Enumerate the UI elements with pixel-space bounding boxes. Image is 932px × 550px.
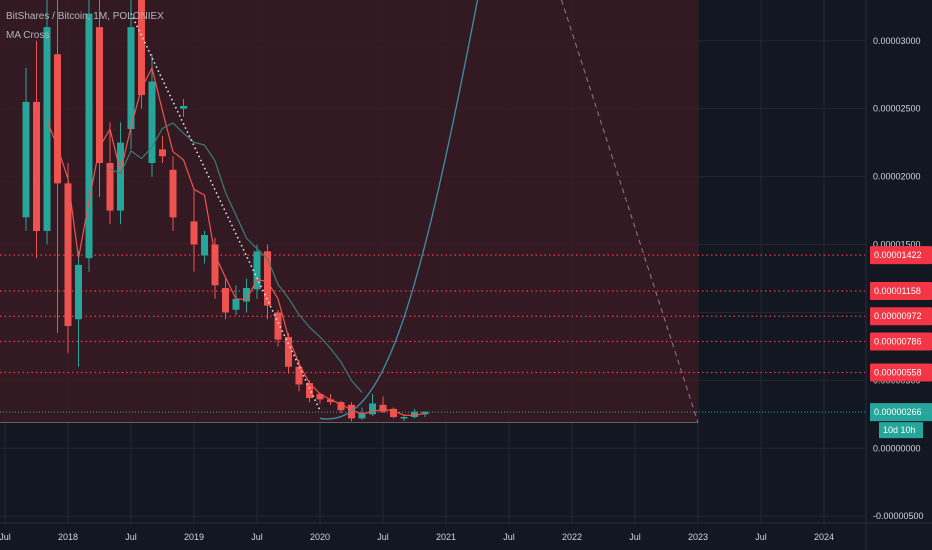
- candle-body: [159, 149, 166, 157]
- candle-body: [379, 404, 387, 412]
- candle-body: [75, 264, 82, 320]
- candle-body: [295, 366, 303, 385]
- ma-fast-line: [46, 66, 426, 416]
- candle-body: [421, 411, 429, 415]
- price-tick-label: 0.00001500: [873, 240, 921, 250]
- countdown-tag: [879, 422, 923, 439]
- level-price-text: 0.00001422: [874, 250, 922, 260]
- candle-body: [96, 27, 103, 164]
- candle-body: [190, 221, 198, 245]
- time-tick-label: 2020: [310, 532, 330, 542]
- candle-body: [274, 312, 282, 340]
- candle-body: [337, 402, 345, 411]
- time-axis: Jul 2018 Jul 2019 Jul 2020 Jul 2021 Jul 2022 Jul 20…: [0, 522, 932, 542]
- candle-body: [222, 287, 229, 313]
- last-price-tag: [870, 403, 932, 422]
- candle-body: [400, 417, 408, 419]
- price-tick-label: 0.00002000: [873, 172, 921, 182]
- level-price-tag: [870, 332, 932, 351]
- ma-slow-line: [109, 122, 363, 393]
- level-price-text: 0.00001158: [874, 286, 921, 296]
- level-price-tag: [870, 363, 932, 382]
- symbol-title[interactable]: BitShares / Bitcoin, 1M, POLONIEX: [6, 11, 164, 22]
- time-tick-label: 2023: [688, 532, 708, 542]
- time-tick-label: 2018: [58, 532, 78, 542]
- time-tick-label: Jul: [503, 532, 515, 542]
- candle-body: [85, 13, 93, 259]
- countdown-text: 10d 10h: [883, 425, 916, 435]
- candle-body: [148, 81, 156, 164]
- dashed-projection-line: [561, 0, 699, 423]
- price-tick-label: 0.00003000: [873, 36, 921, 46]
- candle-body: [138, 0, 145, 96]
- candle-body: [264, 251, 271, 306]
- candle-body: [358, 412, 366, 419]
- level-price-text: 0.00000972: [874, 311, 922, 321]
- candle-body: [43, 27, 51, 231]
- candle-body: [306, 383, 313, 399]
- candle-body: [253, 251, 261, 290]
- level-price-tag: [870, 246, 932, 265]
- time-tick-label: Jul: [0, 532, 11, 542]
- level-price-text: 0.00000786: [874, 337, 922, 347]
- candle-body: [33, 101, 40, 231]
- candle-body: [411, 411, 418, 418]
- time-tick-label: Jul: [125, 532, 137, 542]
- last-price-text: 0.00000266: [874, 407, 922, 417]
- time-tick-label: Jul: [251, 532, 263, 542]
- time-tick-label: Jul: [755, 532, 767, 542]
- time-tick-label: 2022: [562, 532, 582, 542]
- candle-body: [369, 403, 376, 415]
- level-price-tag: [870, 307, 932, 326]
- downtrend-line: [130, 13, 321, 411]
- candle-body: [22, 101, 30, 218]
- price-axis: 0.00003000 0.00002500 0.00002000 0.00001500…: [865, 0, 932, 550]
- time-tick-label: Jul: [629, 532, 641, 542]
- candle-body: [180, 105, 187, 109]
- projection-curve: [319, 0, 479, 420]
- indicator-label[interactable]: MA Cross: [6, 30, 50, 41]
- level-price-tag: [870, 281, 932, 300]
- time-tick-label: 2019: [184, 532, 204, 542]
- shaded-range-zone: [0, 0, 698, 423]
- candle-body: [232, 298, 240, 310]
- candle-body: [106, 163, 114, 211]
- candle-body: [169, 169, 177, 218]
- horizontal-levels: [0, 254, 865, 423]
- drawings: [46, 0, 699, 423]
- price-tick-label: -0.00000500: [873, 511, 924, 521]
- candle-body: [211, 244, 219, 286]
- candle-body: [327, 399, 334, 403]
- candle-body: [243, 287, 250, 302]
- candle-body: [390, 408, 397, 418]
- time-tick-label: 2021: [436, 532, 456, 542]
- candle-body: [117, 142, 124, 211]
- candle-body: [54, 54, 61, 184]
- candle-body: [201, 235, 208, 256]
- level-price-text: 0.00000558: [874, 367, 922, 377]
- candle-body: [285, 336, 292, 367]
- candle-body: [127, 27, 135, 130]
- candle-body: [316, 393, 324, 400]
- time-tick-label: Jul: [377, 532, 389, 542]
- candle-body: [64, 183, 72, 327]
- time-tick-label: 2024: [814, 532, 834, 542]
- price-tick-label: 0.00002500: [873, 104, 921, 114]
- price-tick-label: 0.00000000: [873, 443, 921, 453]
